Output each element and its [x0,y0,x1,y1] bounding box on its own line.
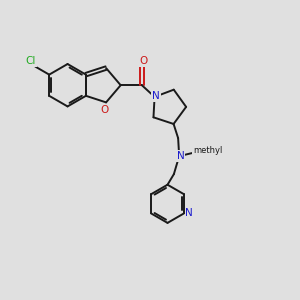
Text: N: N [185,208,193,218]
Text: methyl: methyl [193,146,222,155]
Text: N: N [177,151,184,161]
Text: O: O [139,56,148,66]
Text: O: O [100,105,109,115]
Text: N: N [152,91,160,101]
Text: Cl: Cl [26,56,36,66]
